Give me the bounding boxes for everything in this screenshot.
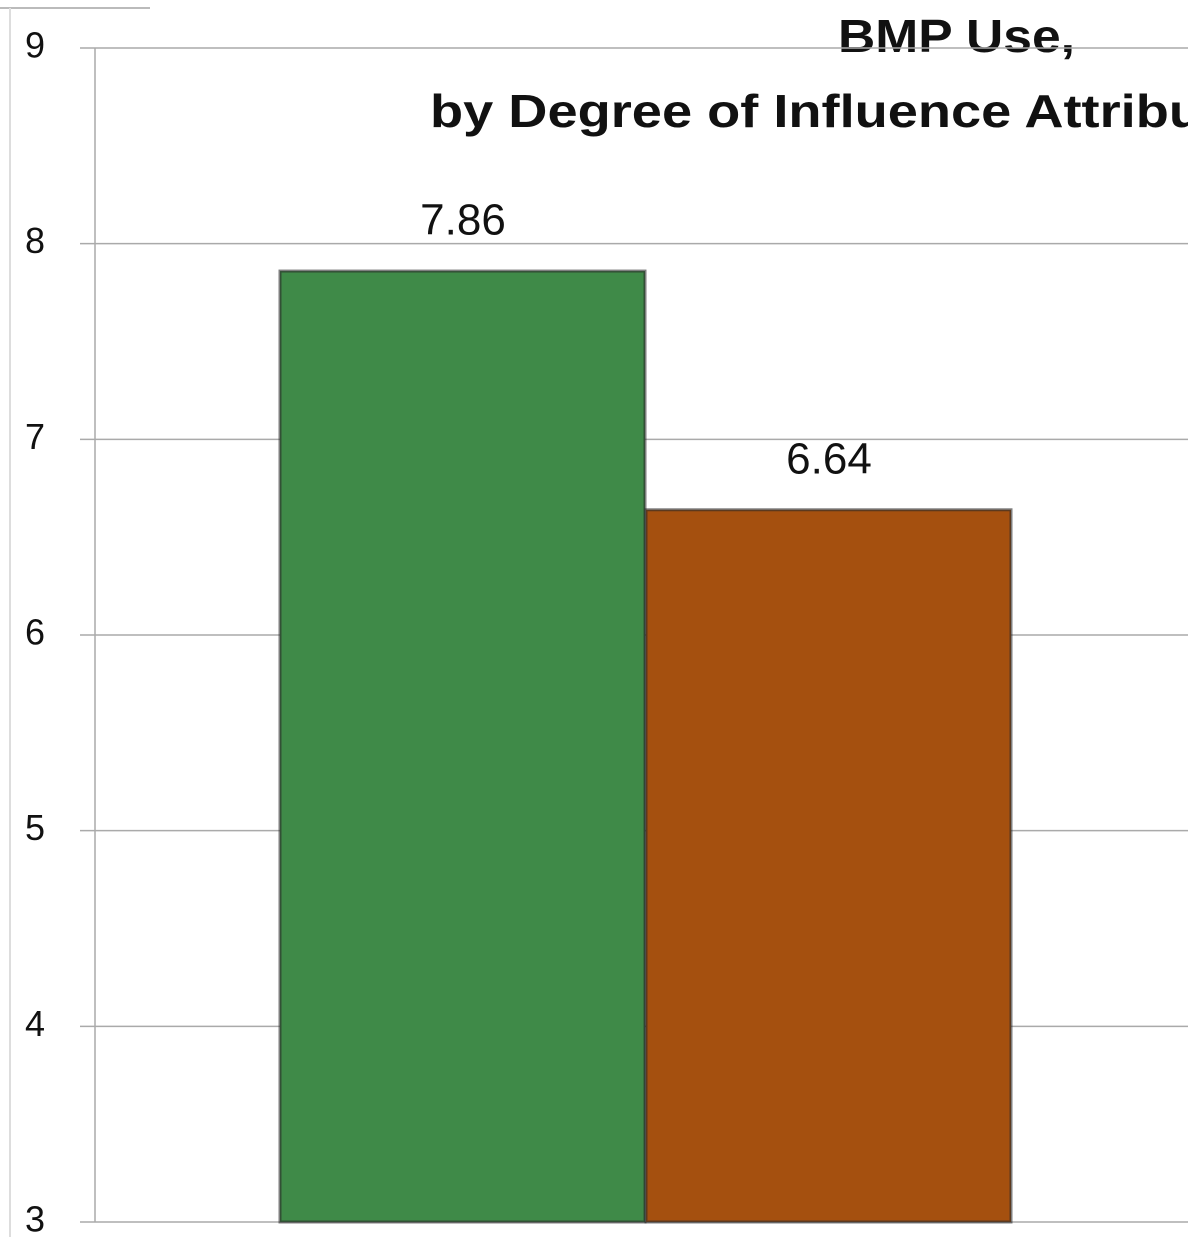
chart-title: by Degree of Influence Attribut bbox=[430, 85, 1188, 137]
y-tick-label: 9 bbox=[25, 25, 45, 66]
value-label: 6.64 bbox=[786, 434, 872, 483]
y-tick-label: 4 bbox=[25, 1003, 45, 1044]
y-tick-label: 8 bbox=[25, 220, 45, 261]
bar bbox=[278, 269, 647, 1224]
y-tick-label: 6 bbox=[25, 612, 45, 653]
value-label: 7.86 bbox=[420, 196, 506, 245]
chart-title: BMP Use, bbox=[838, 10, 1075, 62]
bar bbox=[644, 508, 1013, 1224]
y-tick-label: 5 bbox=[25, 807, 45, 848]
y-tick-label: 3 bbox=[25, 1199, 45, 1237]
y-tick-label: 7 bbox=[25, 416, 45, 457]
